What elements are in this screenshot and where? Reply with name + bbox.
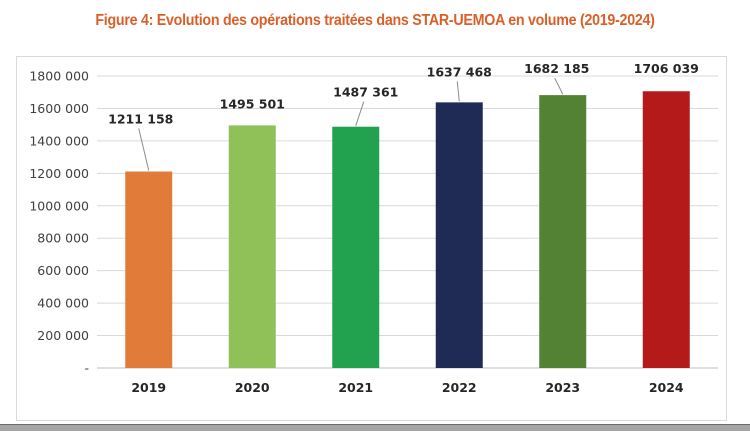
data-label: 1495 501 [220, 96, 285, 111]
data-labels: 1211 158 1495 501 1487 361 1637 468 1682 185… [108, 61, 699, 126]
bar-2021 [332, 126, 380, 368]
bar-2024 [642, 91, 690, 369]
x-tick-label: 2022 [442, 380, 477, 395]
y-tick-label: 1600 000 [29, 101, 89, 116]
x-tick-label: 2020 [235, 380, 270, 395]
y-tick-label: 1400 000 [29, 133, 89, 148]
bar-2022 [435, 102, 483, 368]
leader-line [554, 77, 564, 95]
y-axis-ticks: - 200 000 400 000 600 000 800 000 1000 000 120… [29, 69, 89, 376]
y-tick-label: 1800 000 [29, 69, 89, 84]
data-label: 1706 039 [634, 61, 699, 76]
y-tick-label: 400 000 [37, 296, 89, 311]
y-tick-label: 1200 000 [29, 166, 89, 181]
y-tick-label: 200 000 [37, 328, 89, 343]
gridlines [97, 75, 718, 369]
y-tick-label: 600 000 [37, 263, 89, 278]
y-tick-label: - [84, 361, 89, 376]
figure-title: Figure 4: Evolution des opérations trait… [95, 12, 655, 29]
leader-line [456, 81, 460, 102]
y-tick-label: 800 000 [37, 231, 89, 246]
leader-line [138, 128, 150, 171]
label-leader-lines [138, 77, 564, 171]
data-label: 1211 158 [108, 112, 173, 127]
y-tick-label: 1000 000 [29, 198, 89, 213]
x-axis-ticks: 2019 2020 2021 2022 2023 2024 [131, 380, 684, 395]
leader-line [355, 101, 365, 126]
bar-2019 [125, 171, 173, 368]
x-tick-label: 2021 [338, 380, 373, 395]
data-label: 1637 468 [427, 64, 492, 79]
bar-2023 [539, 95, 587, 368]
bars [125, 91, 690, 369]
x-tick-label: 2023 [545, 380, 580, 395]
bar-2020 [228, 125, 276, 368]
data-label: 1682 185 [524, 61, 589, 76]
bottom-border-bar [0, 424, 750, 431]
data-label: 1487 361 [333, 85, 398, 100]
x-tick-label: 2024 [649, 380, 684, 395]
x-tick-label: 2019 [131, 380, 166, 395]
